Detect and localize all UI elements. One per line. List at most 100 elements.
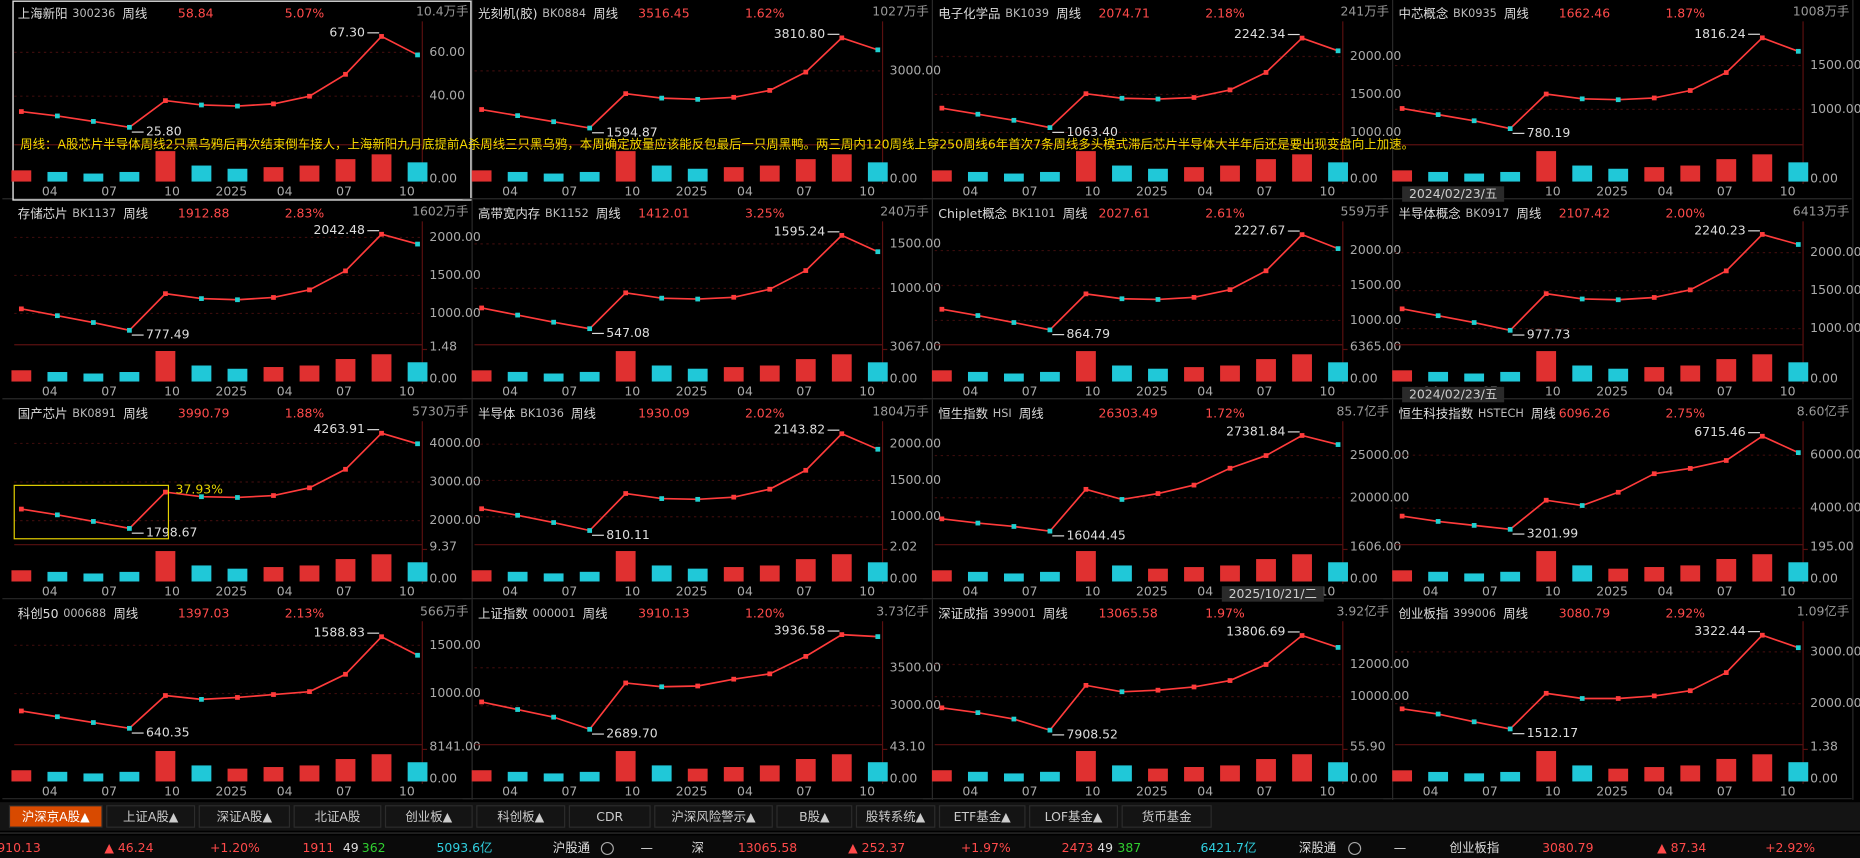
volume-bar — [687, 568, 708, 582]
candle — [551, 119, 557, 125]
candle — [1723, 70, 1729, 75]
instrument-code: BK0917 — [1465, 207, 1509, 220]
status-item: +2.92% — [1765, 840, 1815, 855]
volume: 8.60亿手 — [1797, 403, 1850, 418]
x-tick-label: 07 — [101, 384, 117, 399]
volume-bar — [471, 170, 492, 182]
instrument-code: BK1152 — [545, 207, 589, 220]
candle — [875, 47, 881, 53]
volume-bar — [1572, 365, 1593, 382]
candle — [1335, 645, 1341, 650]
volume-bar — [867, 762, 888, 782]
volume-bar — [1184, 767, 1204, 782]
volume-bar — [1112, 365, 1132, 382]
tab-label: 北证A股 — [315, 809, 361, 824]
panel-header: 高带宽内存 BK1152 周线 — [478, 206, 621, 221]
tab[interactable]: 货币基金 — [1121, 805, 1212, 828]
selected-frame — [12, 0, 472, 201]
tab-bg — [476, 805, 566, 828]
chart-panel: 高带宽内存 BK1152 周线 1412.01 3.25% 240万手 1000.00 150… — [462, 199, 941, 400]
volume-bar — [759, 765, 780, 782]
chart-panel: 恒生科技指数 HSTECH 周线 6096.26 2.75% 8.60亿手 4000.00 6… — [1383, 399, 1860, 600]
x-tick-label: 10 — [164, 384, 180, 399]
candle — [1579, 96, 1585, 102]
tab[interactable]: 沪深风险警示▲ — [654, 805, 773, 828]
candle — [1615, 489, 1621, 495]
tab[interactable]: CDR — [568, 805, 651, 828]
candle — [1759, 433, 1765, 439]
candle — [695, 683, 701, 689]
candle — [1047, 125, 1053, 130]
volume-bar — [507, 771, 528, 782]
y-tick-label: 1000.00 — [429, 685, 481, 700]
tab[interactable]: 股转系统▲ — [855, 805, 936, 828]
candle — [1399, 106, 1405, 111]
volume-bar — [1428, 171, 1449, 182]
candle — [415, 52, 420, 58]
y-tick-label: 1000.00 — [1350, 312, 1402, 327]
instrument-code: BK0935 — [1453, 7, 1497, 20]
volume-tick-label: 0.00 — [1350, 571, 1378, 586]
candle — [379, 231, 384, 237]
candle — [479, 305, 484, 311]
status-item: — — [1394, 840, 1406, 855]
tab[interactable]: 北证A股 — [293, 805, 382, 828]
volume-bar — [723, 367, 744, 382]
price-line — [481, 432, 879, 532]
tab[interactable]: 科创板▲ — [476, 805, 566, 828]
price: 2107.42 — [1559, 206, 1610, 221]
x-tick-label: 04 — [737, 784, 753, 799]
y-tick-label: 1000.00 — [1810, 320, 1860, 335]
price-line — [21, 432, 418, 530]
volume-bar — [335, 159, 356, 182]
instrument-name: 高带宽内存 — [478, 206, 540, 221]
x-tick-label: 10 — [1780, 584, 1796, 599]
candle — [54, 714, 60, 720]
volume-bar — [11, 370, 32, 382]
candle — [127, 327, 132, 333]
volume-bar — [1464, 373, 1485, 382]
tab-bg — [776, 805, 853, 828]
tab-label: B股▲ — [799, 809, 830, 824]
status-item: 362 — [362, 840, 386, 855]
volume-bar — [831, 154, 852, 182]
x-tick-label: 07 — [561, 584, 577, 599]
status-item: 3080.79 — [1542, 840, 1594, 855]
x-tick-label: 04 — [502, 384, 518, 399]
annotation: 周线：A股芯片半导体周线2只黑乌鸦后再次结束倒车接人，上海新阳九月底提前A杀周线… — [20, 136, 1414, 151]
status-item: 2473 — [1062, 840, 1094, 855]
candle — [1083, 91, 1089, 97]
tab[interactable]: ETF基金▲ — [938, 805, 1026, 828]
tab[interactable]: LOF基金▲ — [1029, 805, 1119, 828]
candle — [415, 441, 420, 447]
tab[interactable]: B股▲ — [776, 805, 853, 828]
chart-panel: 深证成指 399001 周线 13065.58 1.97% 3.92亿手 10000.00 1… — [922, 599, 1409, 800]
volume-bar — [191, 365, 212, 382]
tab-bg — [8, 805, 103, 828]
tab[interactable]: 沪深京A股▲ — [8, 805, 103, 828]
volume-bar — [335, 559, 356, 582]
volume-bar — [371, 354, 392, 382]
change: 2.83% — [285, 206, 325, 221]
instrument-code: BK1036 — [520, 407, 564, 420]
tab-bg — [568, 805, 651, 828]
candle — [91, 320, 96, 325]
x-tick-label: 10 — [164, 584, 180, 599]
volume-bar — [615, 551, 636, 582]
status-item: ▲ 46.24 — [104, 840, 153, 855]
chart-panel: Chiplet概念 BK1101 周线 2027.61 2.61% 559万手 1000.0… — [922, 199, 1402, 400]
volume-bar — [831, 754, 852, 782]
tab-bg — [938, 805, 1026, 828]
tab[interactable]: 上证A股▲ — [106, 805, 196, 828]
period: 周线 — [123, 406, 148, 421]
candle — [1507, 726, 1513, 732]
volume-tick-label: 0.00 — [890, 771, 918, 786]
volume-bar — [1572, 165, 1593, 182]
volume-bar — [1608, 368, 1629, 382]
candle — [127, 725, 132, 731]
tab[interactable]: 创业板▲ — [384, 805, 473, 828]
candle — [1471, 320, 1477, 325]
tab[interactable]: 深证A股▲ — [198, 805, 291, 828]
x-tick-label: 10 — [624, 784, 640, 799]
